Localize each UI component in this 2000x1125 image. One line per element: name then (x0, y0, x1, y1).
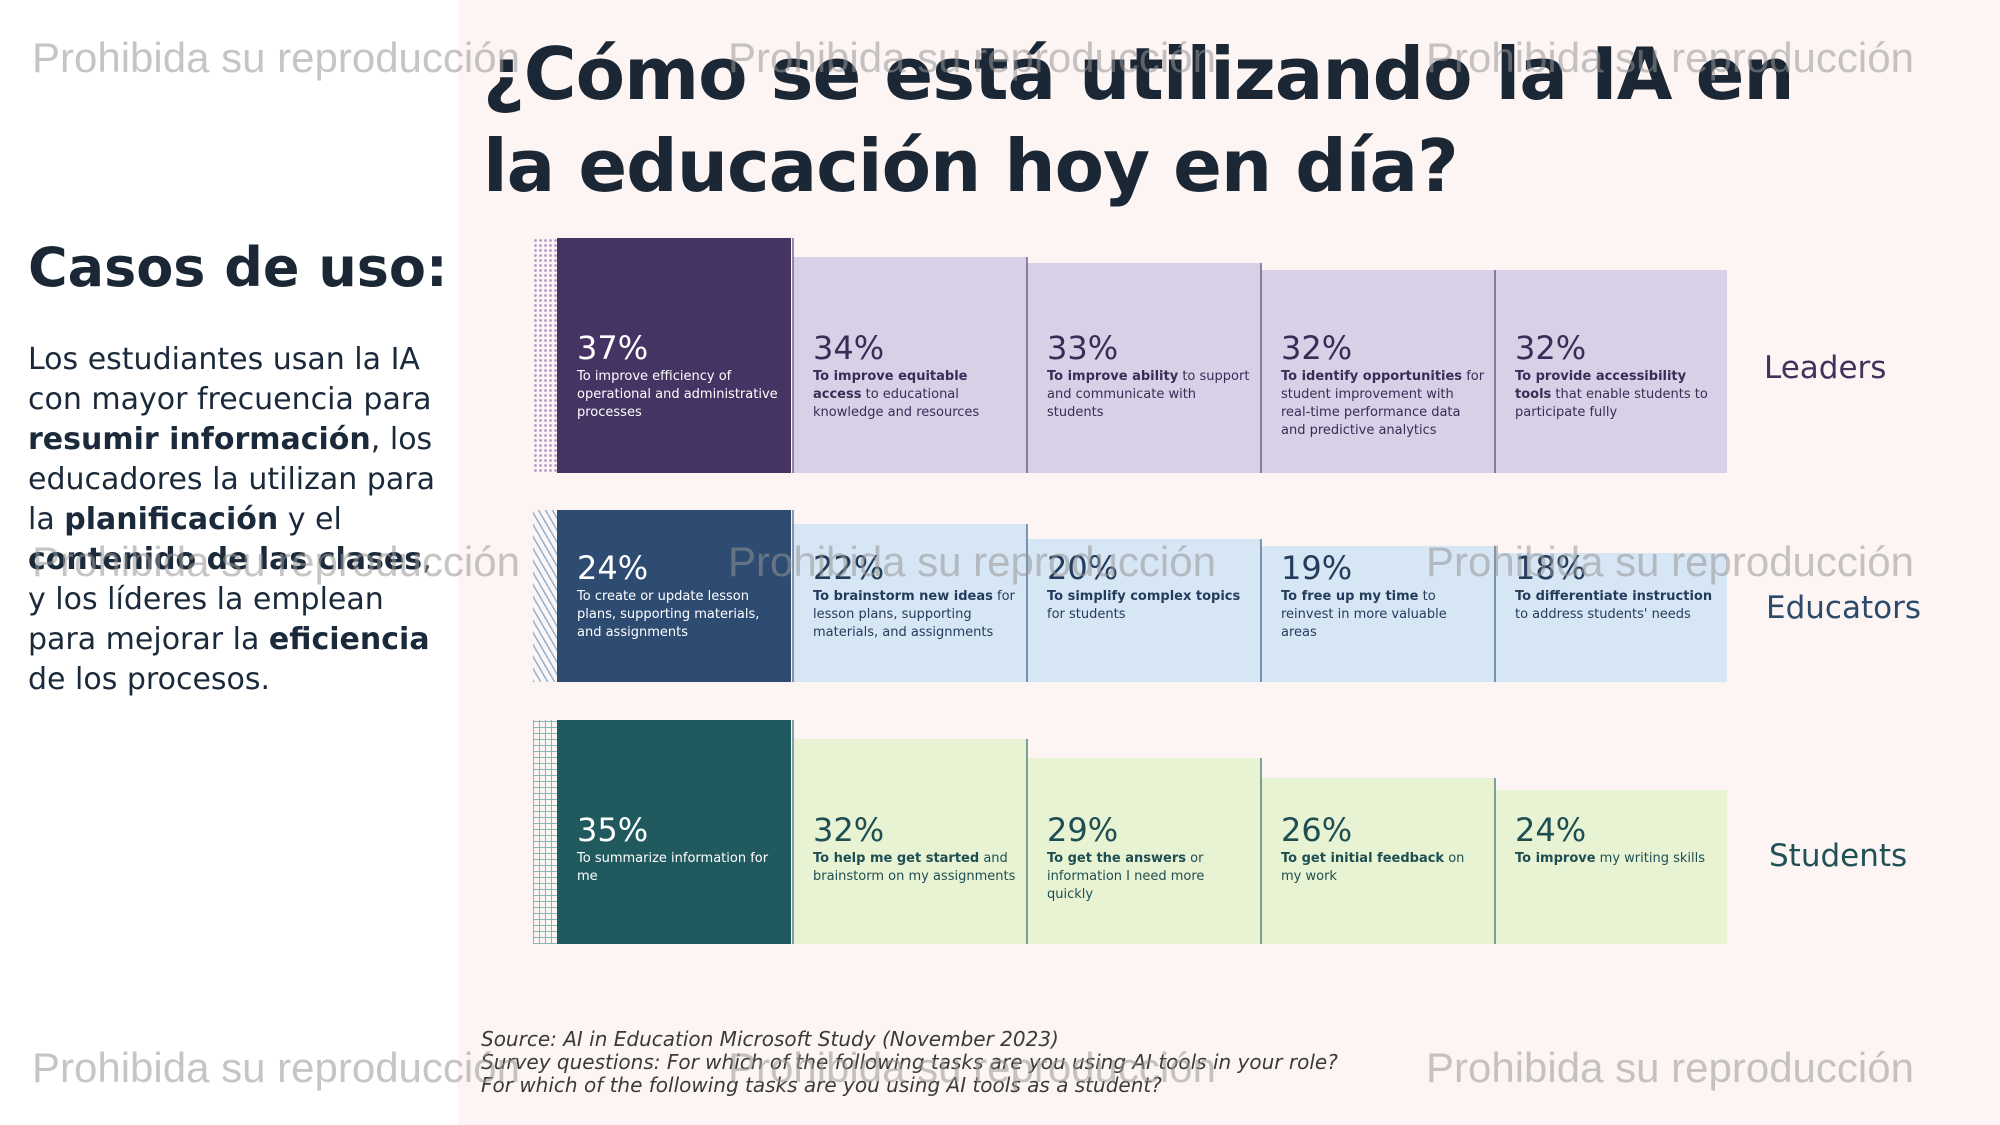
bar-segment: 19% To free up my time to reinvest in mor… (1261, 546, 1495, 682)
category-label: To improve my writing skills (1515, 851, 1705, 866)
use-cases-paragraph: Los estudiantes usan la IA con mayor fre… (28, 340, 448, 700)
row-label-leaders: Leaders (1764, 350, 1887, 386)
pattern-strip (533, 238, 557, 473)
watermark: Prohibida su reproducción (1426, 538, 1914, 585)
body-bold-3: contenido de las clases (28, 542, 423, 577)
segment-divider (1260, 539, 1262, 682)
segment-divider (1026, 739, 1028, 944)
category-label: To create or update lesson plans, suppor… (577, 589, 760, 640)
bar-segment: 26% To get initial feedback on my work (1261, 778, 1495, 944)
category-label: To improve ability to support and commun… (1047, 369, 1250, 420)
use-cases-heading: Casos de uso: (28, 236, 448, 299)
body-text-1: Los estudiantes usan la IA con mayor fre… (28, 342, 432, 417)
watermark: Prohibida su reproducción (1426, 1044, 1914, 1091)
body-text-2: , los educadores la utilizan para la (28, 422, 435, 537)
value-label: 29% (1047, 811, 1119, 849)
segment-divider (792, 720, 794, 944)
segment-divider (1026, 257, 1028, 473)
body-bold-4: eficiencia (268, 622, 430, 657)
value-label: 26% (1281, 811, 1353, 849)
body-bold-1: resumir información (28, 422, 371, 457)
bar-segment: 24% To improve my writing skills (1495, 790, 1727, 944)
value-label: 18% (1515, 549, 1587, 587)
value-label: 32% (1281, 329, 1353, 367)
segment-divider (792, 238, 794, 473)
bar-segment: 20% To simplify complex topics for studen… (1027, 539, 1261, 682)
source-line-1: Source: AI in Education Microsoft Study … (481, 1027, 1059, 1051)
watermark: Prohibida su reproducción (1426, 34, 1914, 81)
bar-segment: 24% To create or update lesson plans, sup… (557, 510, 791, 682)
category-label: To free up my time to reinvest in more v… (1281, 589, 1447, 640)
bar-segment: 34% To improve equitable access to educat… (793, 257, 1027, 473)
segment-divider (792, 510, 794, 682)
value-label: 24% (577, 549, 649, 587)
category-label: To help me get started and brainstorm on… (813, 851, 1016, 884)
value-label: 20% (1047, 549, 1119, 587)
source-line-2: Survey questions: For which of the follo… (481, 1050, 1338, 1074)
bar-segment: 29% To get the answers or information I n… (1027, 758, 1261, 944)
category-label: To improve equitable access to education… (813, 369, 980, 420)
body-text-5: de los procesos. (28, 662, 271, 697)
value-label: 33% (1047, 329, 1119, 367)
value-label: 22% (813, 549, 885, 587)
watermark: Prohibida su reproducción (728, 34, 1216, 81)
value-label: 24% (1515, 811, 1587, 849)
body-text-4: , y los líderes la emplean para mejorar … (28, 542, 432, 657)
category-label: To summarize information for me (577, 851, 769, 884)
value-label: 32% (813, 811, 885, 849)
bar-segment: 32% To provide accessibility tools that e… (1495, 270, 1727, 473)
bar-segment: 32% To identify opportunities for student… (1261, 270, 1495, 473)
body-bold-2: planificación (64, 502, 279, 537)
bar-segment: 37% To improve efficiency of operational … (557, 238, 791, 473)
bar-segment: 22% To brainstorm new ideas for lesson pl… (793, 524, 1027, 682)
watermark: Prohibida su reproducción (32, 538, 520, 585)
category-label: To provide accessibility tools that enab… (1515, 369, 1708, 420)
bar-segment: 32% To help me get started and brainstorm… (793, 739, 1027, 944)
source-note: Source: AI in Education Microsoft Study … (481, 1028, 1338, 1097)
segment-divider (1494, 546, 1496, 682)
category-label: To get initial feedback on my work (1281, 851, 1465, 884)
value-label: 19% (1281, 549, 1353, 587)
row-label-educators: Educators (1766, 590, 1921, 626)
row-label-students: Students (1769, 838, 1908, 874)
category-label: To improve efficiency of operational and… (577, 369, 778, 420)
category-label: To identify opportunities for student im… (1281, 369, 1485, 438)
source-line-3: For which of the following tasks are you… (481, 1073, 1162, 1097)
segment-divider (1260, 263, 1262, 473)
chart-row-educators: 24% To create or update lesson plans, sup… (533, 510, 1733, 682)
value-label: 37% (577, 329, 649, 367)
segment-divider (1494, 778, 1496, 944)
value-label: 34% (813, 329, 885, 367)
bar-segment: 35% To summarize information for me (557, 720, 791, 944)
pattern-strip (533, 510, 557, 682)
bar-segment: 33% To improve ability to support and com… (1027, 263, 1261, 473)
watermark: Prohibida su reproducción (32, 1044, 520, 1091)
category-label: To differentiate instruction to address … (1515, 589, 1713, 622)
segment-divider (1260, 758, 1262, 944)
category-label: To get the answers or information I need… (1047, 851, 1205, 902)
value-label: 32% (1515, 329, 1587, 367)
bar-segment: 18% To differentiate instruction to addre… (1495, 549, 1727, 682)
page-title: ¿Cómo se está utilizando la IA en la edu… (483, 32, 1795, 208)
body-text-3: y el (278, 502, 342, 537)
watermark: Prohibida su reproducción (32, 34, 520, 81)
segment-divider (1026, 524, 1028, 682)
value-label: 35% (577, 811, 649, 849)
segment-divider (1494, 270, 1496, 473)
chart-row-students: 35% To summarize information for me 32% To … (533, 720, 1733, 944)
category-label: To brainstorm new ideas for lesson plans… (813, 589, 1015, 640)
pattern-strip (533, 720, 557, 944)
watermark: Prohibida su reproducción (728, 538, 1216, 585)
category-label: To simplify complex topics for students (1047, 589, 1241, 622)
chart-row-leaders: 37% To improve efficiency of operational … (533, 238, 1733, 473)
watermark: Prohibida su reproducción (728, 1044, 1216, 1091)
